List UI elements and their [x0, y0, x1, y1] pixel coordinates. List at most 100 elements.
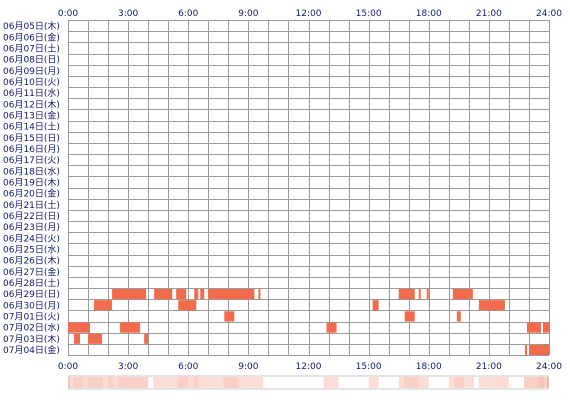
activity-bar	[426, 289, 429, 300]
summary-cell	[478, 377, 484, 388]
summary-cell	[193, 377, 199, 388]
activity-bar	[404, 311, 415, 322]
summary-cell	[373, 377, 379, 388]
x-tick-label-bottom: 21:00	[476, 362, 502, 372]
summary-cell	[258, 377, 264, 388]
row-label: 06月06日(金)	[3, 31, 60, 43]
row-label: 06月10日(火)	[3, 77, 60, 88]
x-tick-label-bottom: 24:00	[536, 362, 562, 372]
summary-cell	[253, 377, 259, 388]
summary-cell	[333, 377, 339, 388]
summary-cell	[248, 377, 254, 388]
summary-cell	[218, 377, 224, 388]
activity-bars	[68, 289, 549, 355]
summary-cell	[223, 377, 229, 388]
summary-cell	[88, 377, 94, 388]
row-label: 06月13日(金)	[3, 110, 60, 122]
summary-cell	[503, 377, 509, 388]
activity-bar	[398, 289, 415, 300]
row-label: 06月11日(水)	[3, 87, 60, 99]
row-label: 07月02日(水)	[3, 322, 60, 334]
row-label: 06月20日(金)	[3, 188, 60, 200]
activity-bar	[200, 289, 205, 300]
row-label: 06月27日(金)	[3, 266, 60, 278]
x-tick-label-bottom: 9:00	[238, 362, 258, 372]
summary-cell	[198, 377, 204, 388]
summary-cell	[238, 377, 244, 388]
x-tick-label-top: 21:00	[476, 9, 502, 19]
summary-frame	[68, 375, 549, 390]
row-label: 07月01日(火)	[3, 312, 60, 323]
summary-cell	[138, 377, 144, 388]
row-labels: 06月05日(木)06月06日(金)06月07日(土)06月08日(日)06月0…	[3, 20, 60, 356]
x-tick-label-top: 18:00	[416, 9, 442, 19]
summary-cell	[468, 377, 474, 388]
row-label: 06月08日(日)	[3, 55, 60, 66]
row-label: 06月15日(日)	[3, 133, 60, 144]
summary-cell	[228, 377, 234, 388]
row-label: 06月22日(日)	[3, 211, 60, 222]
summary-cell	[533, 377, 539, 388]
x-tick-label-top: 15:00	[356, 9, 382, 19]
bottom-axis: 0:00 3:00 6:00 9:00 12:00 15:00 18:00 21:00 24:0…	[58, 362, 562, 372]
summary-cell	[538, 377, 544, 388]
grid	[68, 20, 550, 356]
summary-cell	[423, 377, 429, 388]
summary-cell	[483, 377, 489, 388]
summary-cell	[398, 377, 404, 388]
x-tick-label-top: 9:00	[238, 9, 258, 19]
x-tick-label-bottom: 6:00	[178, 362, 198, 372]
row-label: 06月05日(木)	[3, 20, 60, 32]
x-tick-label-bottom: 12:00	[296, 362, 322, 372]
summary-cell	[163, 377, 169, 388]
summary-cell	[128, 377, 134, 388]
summary-cell	[408, 377, 414, 388]
activity-bar	[88, 333, 103, 344]
summary-cell	[188, 377, 194, 388]
activity-bar	[74, 333, 81, 344]
summary-cell	[98, 377, 104, 388]
summary-cell	[213, 377, 219, 388]
summary-cell	[183, 377, 189, 388]
x-tick-label-bottom: 3:00	[118, 362, 138, 372]
summary-cell	[168, 377, 174, 388]
activity-bar	[528, 344, 549, 355]
row-label: 06月18日(水)	[3, 165, 60, 177]
activity-bar	[178, 300, 197, 311]
summary-cell	[113, 377, 119, 388]
row-label: 07月04日(金)	[3, 344, 60, 356]
row-label: 06月24日(火)	[3, 233, 60, 244]
row-label: 06月21日(土)	[3, 199, 60, 211]
row-label: 06月14日(土)	[3, 121, 60, 133]
x-tick-label-top: 12:00	[296, 9, 322, 19]
activity-bar	[526, 322, 541, 333]
x-tick-label-top: 0:00	[58, 9, 78, 19]
row-label: 07月03日(木)	[3, 333, 60, 345]
activity-bar	[144, 333, 149, 344]
summary-cell	[143, 377, 149, 388]
summary-cell	[543, 377, 549, 388]
summary-cell	[413, 377, 419, 388]
summary-cell	[178, 377, 184, 388]
row-label: 06月12日(木)	[3, 98, 60, 110]
summary-cell	[173, 377, 179, 388]
row-label: 06月23日(月)	[3, 222, 60, 233]
activity-bar	[524, 344, 527, 355]
activity-bar	[112, 289, 129, 300]
x-tick-label-bottom: 0:00	[58, 362, 78, 372]
summary-cell	[233, 377, 239, 388]
activity-bar	[326, 322, 337, 333]
activity-bar	[224, 311, 235, 322]
summary-cell	[103, 377, 109, 388]
summary-cell	[73, 377, 79, 388]
summary-cell	[463, 377, 469, 388]
activity-bar	[94, 300, 113, 311]
row-label: 06月28日(土)	[3, 277, 60, 289]
summary-cell	[368, 377, 374, 388]
summary-cell	[488, 377, 494, 388]
summary-cell	[203, 377, 209, 388]
summary-cell	[418, 377, 424, 388]
summary-cell	[153, 377, 159, 388]
row-label: 06月25日(水)	[3, 244, 60, 256]
